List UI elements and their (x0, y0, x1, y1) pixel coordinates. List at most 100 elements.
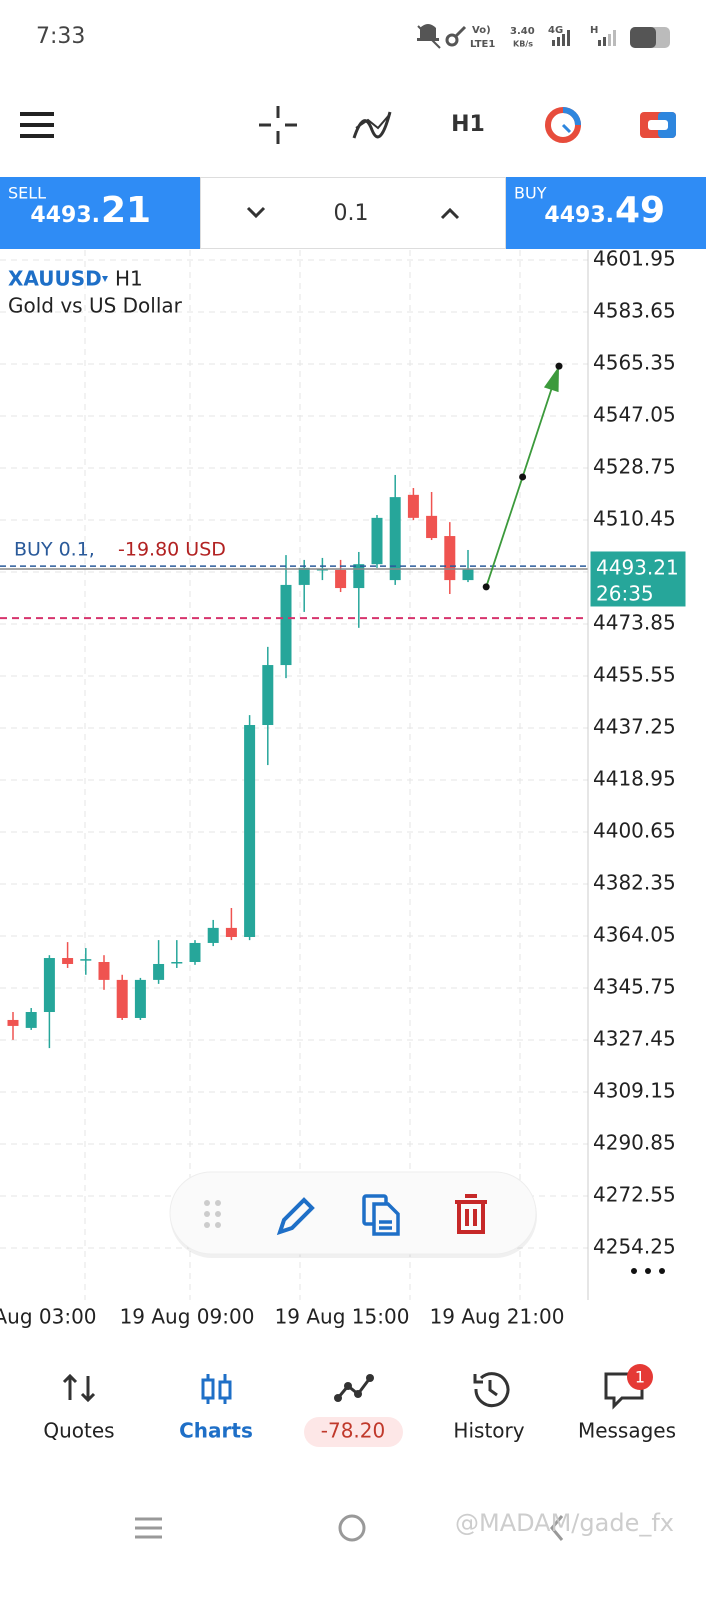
history-icon (473, 1372, 510, 1408)
volume-down[interactable] (246, 206, 266, 219)
candle-body (353, 564, 365, 589)
profit-pill (304, 1417, 403, 1447)
back-button[interactable] (550, 1515, 564, 1541)
quotes-icon (62, 1373, 96, 1403)
time-label: 19 Aug 15:00 (275, 1305, 410, 1329)
candle-body (153, 963, 165, 980)
candle-body (335, 569, 347, 589)
signal-bar (557, 37, 560, 46)
objects-hand (561, 123, 572, 134)
system-nav (135, 1514, 564, 1542)
buy-price-pips: 49 (615, 190, 665, 231)
trade-icon (334, 1374, 374, 1402)
toolbar-pill (169, 1171, 537, 1255)
nav-label[interactable]: History (453, 1419, 524, 1443)
price-axis: 4601.95 4583.65 4565.35 4547.05 4528.75 4510.… (589, 246, 687, 1258)
recents-button[interactable] (135, 1517, 162, 1539)
candle-body (189, 942, 201, 962)
candle-body (407, 494, 419, 518)
message-badge: 1 (635, 1368, 645, 1387)
time-label: 19 Aug 21:00 (430, 1305, 565, 1329)
edit-button[interactable] (276, 1197, 315, 1236)
candle-body (207, 927, 219, 943)
mute-icon (417, 24, 439, 41)
price-label: 4601.95 (593, 246, 676, 270)
chart-timeframe: H1 (115, 267, 143, 291)
mute-slash (417, 25, 441, 49)
arrow-anchor (519, 473, 527, 481)
grid (0, 250, 588, 1300)
candle-body (171, 961, 183, 964)
toolbar: H1 (20, 106, 676, 144)
drawing-toolbar (169, 1171, 537, 1258)
speed-unit: KB/s (513, 40, 533, 49)
signal-bar (603, 37, 606, 46)
symbol-dropdown (102, 276, 108, 282)
candle-body (225, 927, 237, 937)
price-label: 4272.55 (593, 1182, 676, 1206)
menu-button[interactable] (20, 112, 54, 138)
time-label: 19 Aug 09:00 (120, 1305, 255, 1329)
price-label: 4382.35 (593, 870, 676, 894)
volume-up[interactable] (440, 207, 460, 220)
sell-price-main: 4493. (30, 203, 100, 228)
signal-bar (613, 30, 616, 46)
candle-body (43, 958, 55, 1013)
more-button[interactable] (631, 1268, 665, 1274)
signal-bar (552, 40, 555, 46)
chart-symbol[interactable]: XAUUSD (8, 267, 102, 291)
trade-button-mark (648, 120, 668, 130)
crosshair-button[interactable] (259, 106, 297, 144)
buy-price-main: 4493. (544, 203, 614, 228)
lte-label: LTE1 (470, 39, 495, 50)
volume[interactable]: 0.1 (334, 201, 369, 226)
price-label: 4473.85 (593, 610, 676, 634)
key-shaft (454, 25, 467, 38)
candle-body (98, 961, 110, 980)
nav-label[interactable]: Charts (179, 1419, 253, 1443)
price-label: 4565.35 (593, 350, 676, 374)
speed: 3.40 (510, 26, 535, 37)
signal-bar (608, 34, 611, 46)
arrow-anchor (555, 362, 563, 370)
key-icon (445, 33, 459, 47)
watermark: @MADAM/gade_fx (455, 1509, 674, 1537)
drag-handle[interactable] (204, 1200, 221, 1228)
price-label: 4290.85 (593, 1130, 676, 1154)
signal-type-2: H (590, 25, 598, 36)
price-label: 4254.25 (593, 1234, 676, 1258)
candle-body (389, 497, 401, 581)
nav-label[interactable]: Quotes (43, 1419, 114, 1443)
nav-label[interactable]: Messages (578, 1419, 676, 1443)
candle-body (116, 979, 128, 1018)
home-button[interactable] (338, 1514, 366, 1542)
candle-body (62, 958, 74, 964)
sell-price-pips: 21 (101, 190, 151, 231)
sell-button[interactable] (0, 177, 200, 249)
price-label: 4547.05 (593, 402, 676, 426)
signal-type-1: 4G (548, 25, 563, 36)
current-price: 4493.21 (596, 555, 679, 579)
charts-icon (201, 1374, 232, 1404)
price-label: 4455.55 (593, 662, 676, 686)
signal-bar (598, 40, 601, 46)
plot: BUY 0.1, -19.80 USD (0, 362, 588, 1049)
candle-body (462, 569, 474, 581)
indicators-line (355, 113, 391, 130)
chart-description: Gold vs US Dollar (8, 294, 183, 318)
buy-button[interactable] (506, 177, 706, 249)
position-label: BUY 0.1, (14, 539, 95, 561)
timeframe-button[interactable]: H1 (451, 112, 485, 137)
bar-timer: 26:35 (596, 581, 654, 605)
signal-bar (562, 34, 565, 46)
delete-button[interactable] (455, 1194, 487, 1234)
buy-label: BUY (514, 184, 547, 203)
candle-body (25, 1012, 37, 1028)
copy-button[interactable] (362, 1194, 400, 1236)
price-label: 4345.75 (593, 974, 676, 998)
nav-label[interactable]: -78.20 (321, 1419, 385, 1443)
volte-label: Vo) (472, 25, 491, 36)
price-label: 4437.25 (593, 714, 676, 738)
status-time: 7:33 (36, 24, 85, 49)
